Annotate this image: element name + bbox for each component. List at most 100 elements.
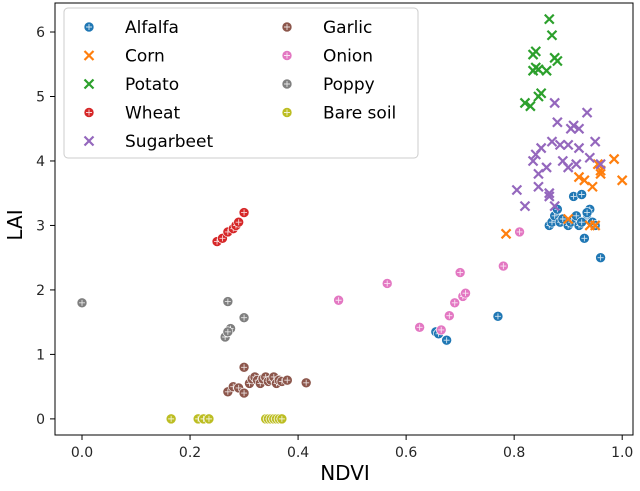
legend-marker-bare-soil xyxy=(281,107,293,118)
y-tick-label: 5 xyxy=(36,89,45,105)
marker-cross xyxy=(446,312,453,319)
marker-stroke xyxy=(595,168,606,180)
data-point-sugarbeet xyxy=(511,184,523,196)
marker-stroke xyxy=(525,100,536,112)
marker-stroke xyxy=(584,152,596,164)
data-point-onion xyxy=(414,322,425,333)
data-point-sugarbeet xyxy=(533,181,544,193)
marker-cross xyxy=(500,263,507,270)
data-point-corn xyxy=(616,175,628,186)
data-point-poppy xyxy=(222,296,234,307)
marker-cross xyxy=(451,299,458,306)
legend-marker-sugarbeet xyxy=(83,135,95,147)
legend-item-poppy: Poppy xyxy=(281,75,375,95)
marker-stroke xyxy=(546,136,558,147)
legend-marker-alfalfa xyxy=(83,21,95,33)
data-point-poppy xyxy=(76,297,88,309)
marker-stroke xyxy=(546,29,558,41)
marker-cross xyxy=(86,109,92,116)
marker-stroke xyxy=(549,200,560,212)
marker-cross xyxy=(584,209,591,216)
data-point-alfalfa xyxy=(581,207,593,218)
data-point-poppy xyxy=(222,326,234,338)
marker-cross xyxy=(438,326,445,333)
x-tick-label: 1.0 xyxy=(611,445,633,461)
data-point-onion xyxy=(449,297,461,309)
data-point-potato xyxy=(543,13,555,25)
marker-stroke xyxy=(543,191,555,202)
marker-cross xyxy=(284,52,290,59)
legend-label-bare-soil: Bare soil xyxy=(323,104,396,124)
data-point-wheat xyxy=(233,216,244,228)
series-alfalfa xyxy=(430,189,606,346)
series-potato xyxy=(519,13,563,112)
legend-item-garlic: Garlic xyxy=(281,18,372,38)
marker-cross xyxy=(235,219,242,226)
data-point-onion xyxy=(498,260,509,272)
marker-cross xyxy=(559,216,566,222)
legend-label-garlic: Garlic xyxy=(323,18,372,38)
x-tick-label: 0.6 xyxy=(395,445,417,461)
marker-stroke xyxy=(562,139,574,151)
data-point-corn xyxy=(587,181,598,193)
marker-stroke xyxy=(554,139,566,151)
marker-stroke xyxy=(83,78,95,90)
data-point-onion xyxy=(435,324,447,336)
marker-stroke xyxy=(83,50,95,61)
marker-cross xyxy=(241,209,248,216)
data-point-sugarbeet xyxy=(571,158,582,170)
x-tick-label: 0.4 xyxy=(287,445,309,461)
marker-stroke xyxy=(83,135,95,147)
legend-item-corn: Corn xyxy=(83,47,165,67)
data-point-potato xyxy=(530,46,542,57)
legend: Alfalfa Corn Potato Wheat Sugarbeet Garlic Oni… xyxy=(63,7,419,159)
legend-marker-potato xyxy=(83,78,95,90)
data-point-onion xyxy=(381,278,393,289)
y-tick-label: 2 xyxy=(36,283,45,299)
series-wheat xyxy=(211,207,250,247)
series-sugarbeet xyxy=(511,97,606,212)
marker-stroke xyxy=(552,55,563,67)
marker-stroke xyxy=(549,97,560,109)
data-point-potato xyxy=(552,55,563,67)
marker-stroke xyxy=(541,162,552,173)
marker-stroke xyxy=(557,155,569,167)
marker-stroke xyxy=(535,87,547,99)
marker-cross xyxy=(278,415,285,422)
marker-stroke xyxy=(571,158,582,170)
marker-stroke xyxy=(581,107,593,118)
data-point-sugarbeet xyxy=(552,117,563,128)
legend-label-wheat: Wheat xyxy=(125,104,180,124)
data-point-potato xyxy=(541,65,552,76)
series-onion xyxy=(333,226,525,336)
marker-stroke xyxy=(568,120,579,131)
data-point-corn xyxy=(592,158,604,170)
marker-cross xyxy=(578,191,585,198)
marker-cross xyxy=(578,219,585,226)
legend-label-sugarbeet: Sugarbeet xyxy=(125,132,213,152)
marker-cross xyxy=(443,337,450,344)
data-point-wheat xyxy=(238,207,250,218)
marker-cross xyxy=(516,228,523,235)
marker-stroke xyxy=(592,158,604,170)
data-point-sugarbeet xyxy=(519,200,531,212)
x-axis-label: NDVI xyxy=(320,461,370,485)
marker-cross xyxy=(205,415,212,422)
marker-cross xyxy=(224,328,231,335)
legend-label-potato: Potato xyxy=(125,75,179,95)
marker-cross xyxy=(235,384,242,391)
data-point-sugarbeet xyxy=(554,139,566,151)
marker-stroke xyxy=(573,171,585,183)
marker-cross xyxy=(284,377,291,384)
series-corn xyxy=(500,153,628,240)
x-tick-label: 0.0 xyxy=(71,445,93,461)
data-point-sugarbeet xyxy=(562,139,574,151)
data-point-onion xyxy=(454,267,466,278)
marker-cross xyxy=(416,324,423,331)
legend-label-alfalfa: Alfalfa xyxy=(125,18,179,38)
data-point-sugarbeet xyxy=(584,152,596,164)
data-point-corn xyxy=(573,171,585,183)
marker-cross xyxy=(284,24,290,30)
marker-cross xyxy=(86,24,92,30)
x-tick-label: 0.8 xyxy=(503,445,525,461)
